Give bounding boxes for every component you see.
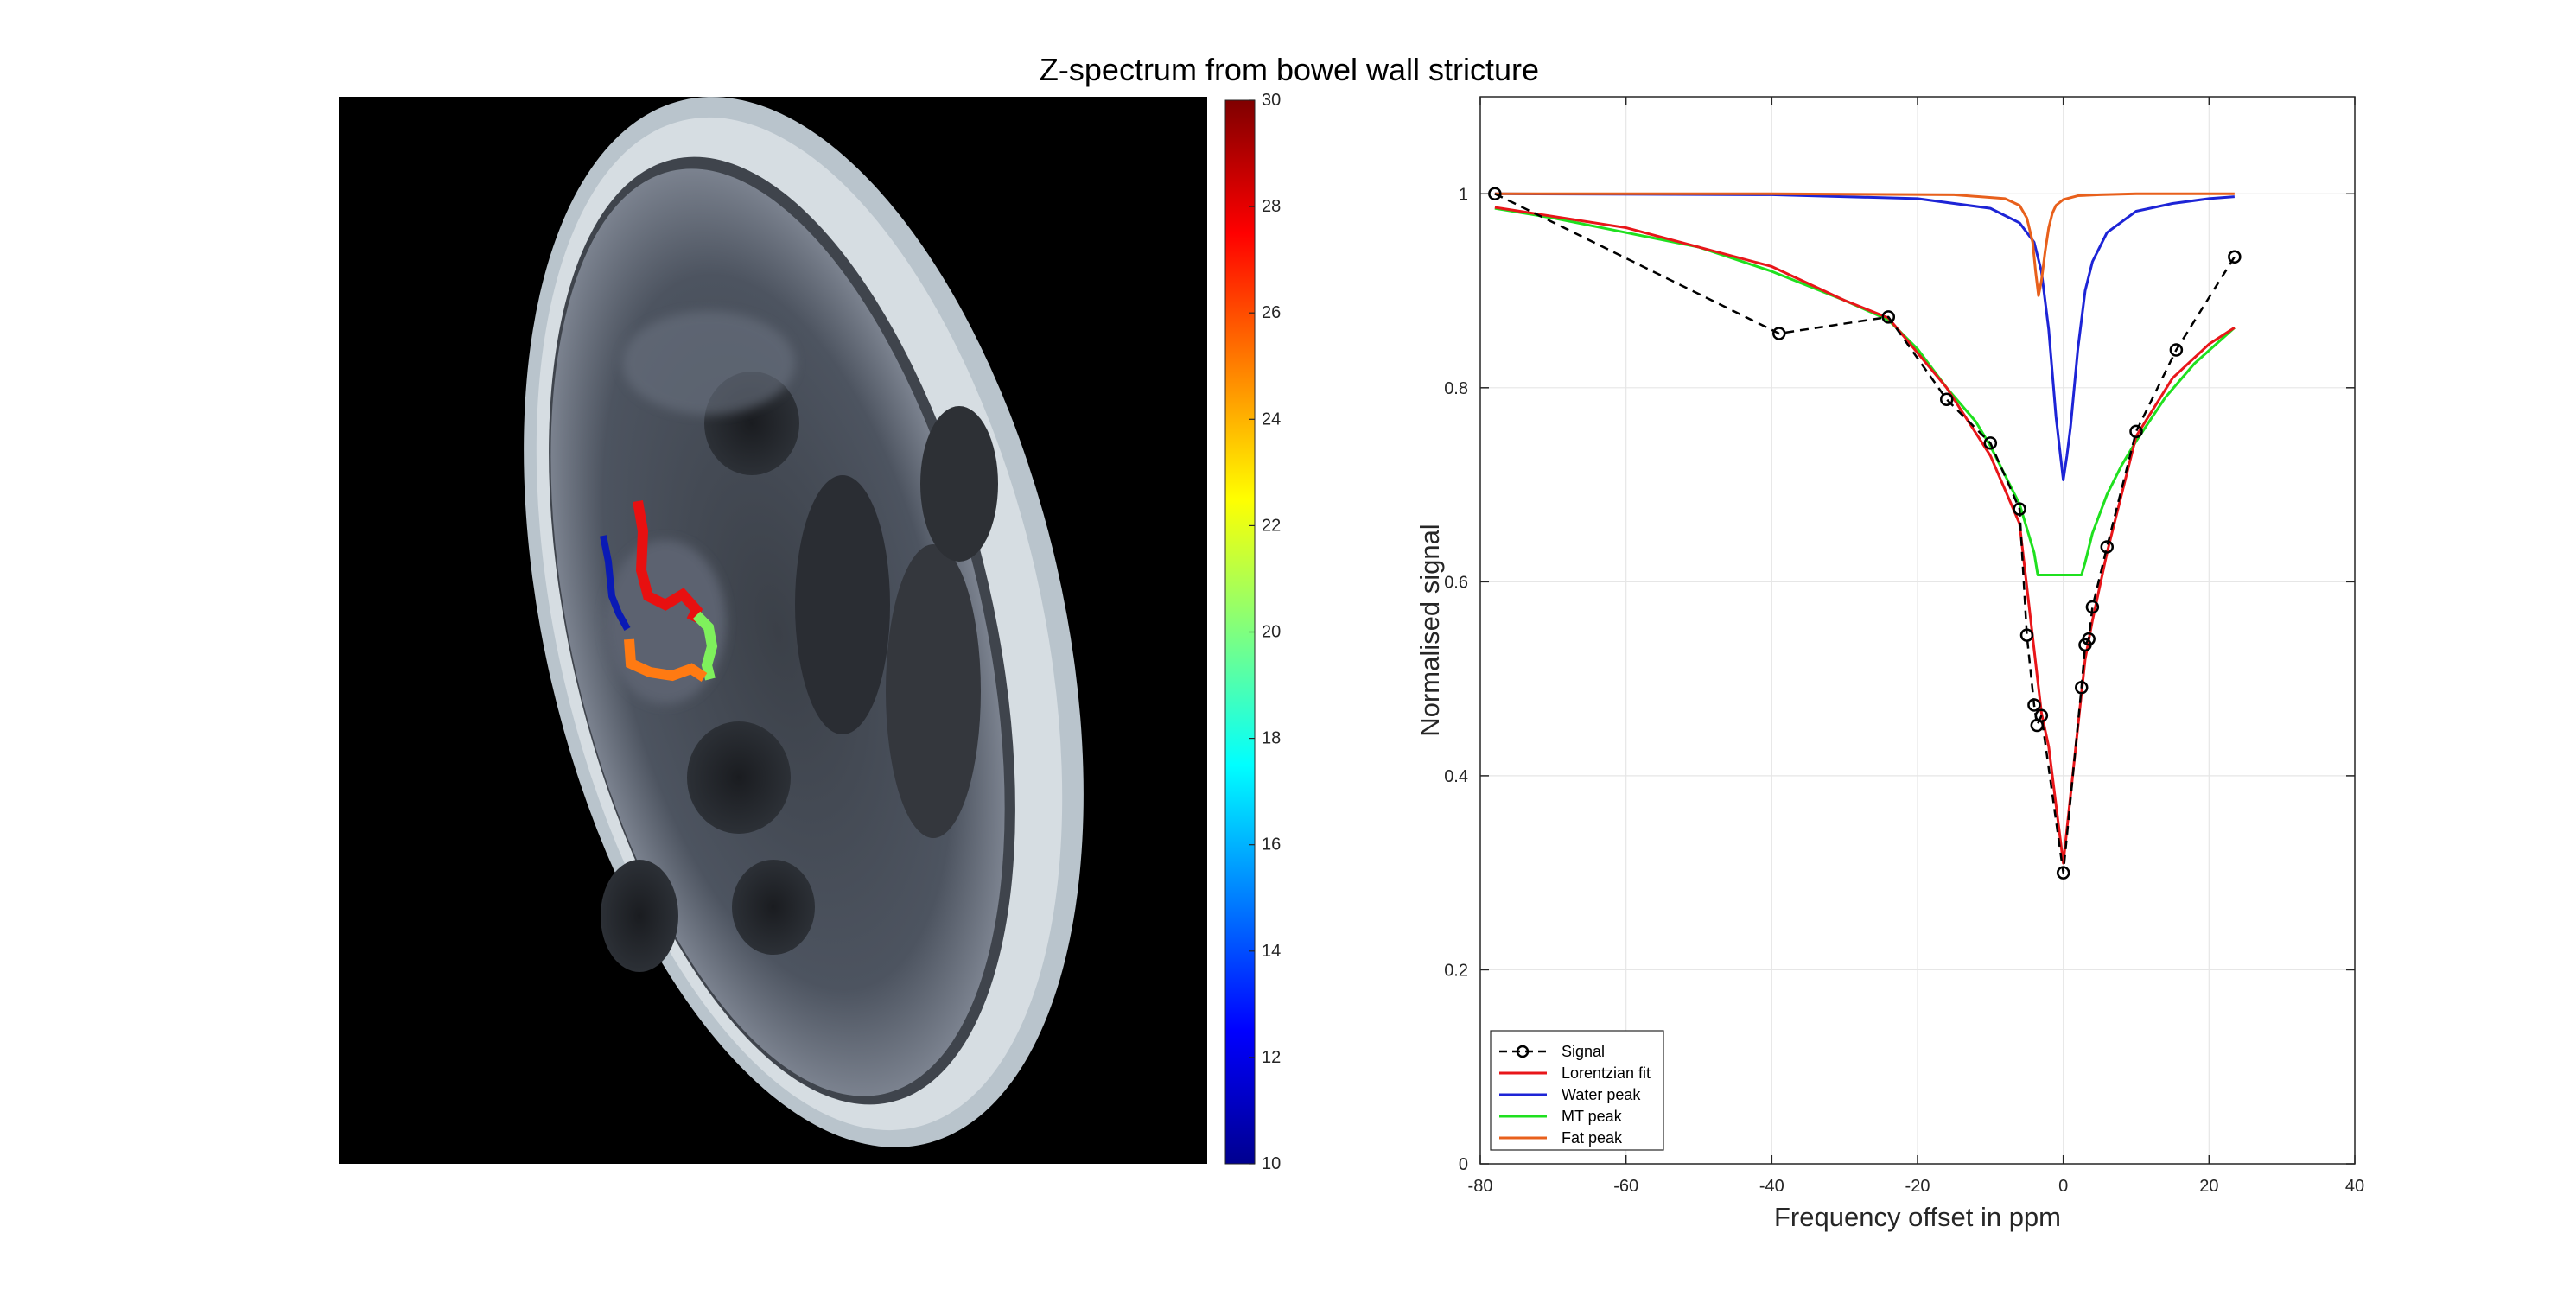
colorbar-tick-label: 26 bbox=[1262, 303, 1281, 322]
colorbar-tick-label: 28 bbox=[1262, 197, 1281, 216]
signal-point bbox=[2027, 698, 2041, 712]
y-axis-label: Normalised signal bbox=[1415, 524, 1445, 736]
colorbar-tick-label: 30 bbox=[1262, 91, 1281, 110]
legend-entry-lorentzian-fit: Lorentzian fit bbox=[1499, 1064, 1651, 1082]
legend-label-mt-peak: MT peak bbox=[1562, 1108, 1623, 1125]
legend-entry-water-peak: Water peak bbox=[1499, 1086, 1641, 1103]
x-axis-label: Frequency offset in ppm bbox=[1774, 1202, 2061, 1232]
legend: Signal Lorentzian fit Water peak MT peak… bbox=[1490, 1030, 1664, 1151]
colorbar-tick-label: 22 bbox=[1262, 516, 1281, 535]
colorbar-tick-label: 16 bbox=[1262, 835, 1281, 854]
legend-label-water-peak: Water peak bbox=[1562, 1086, 1641, 1103]
x-tick-label: -20 bbox=[1905, 1177, 1930, 1196]
signal-point bbox=[2228, 250, 2242, 264]
signal-point bbox=[2082, 632, 2096, 646]
legend-label-signal: Signal bbox=[1562, 1043, 1605, 1060]
figure-title: Z-spectrum from bowel wall stricture bbox=[1040, 52, 1539, 87]
roi-orange-segment bbox=[624, 638, 708, 682]
roi-blue-segment bbox=[600, 535, 631, 631]
colorbar-tick-label: 12 bbox=[1262, 1048, 1281, 1067]
signal-point bbox=[2129, 424, 2143, 439]
x-tick-label: -60 bbox=[1613, 1177, 1638, 1196]
x-tick-label: 40 bbox=[2345, 1177, 2364, 1196]
legend-label-fat-peak: Fat peak bbox=[1562, 1129, 1623, 1147]
y-tick-label: 0.6 bbox=[1444, 573, 1468, 592]
colorbar-tick-label: 10 bbox=[1262, 1154, 1281, 1173]
y-axis-ticks: 0 0.2 0.4 0.6 0.8 1 bbox=[1444, 185, 2355, 1174]
signal-point bbox=[2056, 866, 2070, 880]
colorbar-tick-label: 18 bbox=[1262, 729, 1281, 748]
signal-point bbox=[1881, 310, 1896, 324]
y-tick-label: 0.4 bbox=[1444, 767, 1468, 786]
x-tick-label: -40 bbox=[1759, 1177, 1784, 1196]
signal-point bbox=[1772, 327, 1786, 340]
mri-axial-slice-icon bbox=[524, 97, 1084, 1147]
series-lorentzian-fit-line bbox=[1494, 206, 2236, 865]
signal-point bbox=[2085, 600, 2100, 614]
colorbar-ticks: 10 12 14 16 18 20 22 24 26 28 30 bbox=[1249, 91, 1281, 1173]
legend-entry-signal: Signal bbox=[1499, 1043, 1605, 1060]
roi-red-segment bbox=[633, 499, 703, 623]
y-tick-label: 0.8 bbox=[1444, 379, 1468, 398]
signal-point bbox=[2169, 343, 2184, 357]
colorbar-tick-label: 20 bbox=[1262, 623, 1281, 642]
colorbar-tick-label: 14 bbox=[1262, 942, 1281, 961]
legend-label-lorentzian-fit: Lorentzian fit bbox=[1562, 1064, 1651, 1082]
signal-point bbox=[1983, 436, 1998, 450]
y-tick-label: 1 bbox=[1459, 185, 1468, 204]
signal-point bbox=[2013, 502, 2026, 516]
legend-entry-mt-peak: MT peak bbox=[1499, 1108, 1623, 1125]
signal-point bbox=[2019, 628, 2034, 642]
legend-marker-signal bbox=[1516, 1045, 1530, 1058]
x-tick-label: 20 bbox=[2199, 1177, 2218, 1196]
series-layer bbox=[1488, 187, 2242, 880]
colorbar: 10 12 14 16 18 20 22 24 26 28 30 bbox=[1224, 91, 1281, 1173]
signal-point bbox=[2034, 708, 2049, 723]
colorbar-tick-label: 24 bbox=[1262, 410, 1281, 429]
signal-point bbox=[2100, 540, 2115, 554]
series-water-peak-line bbox=[1494, 192, 2235, 481]
mri-image-panel bbox=[339, 97, 1207, 1164]
y-tick-label: 0 bbox=[1459, 1155, 1468, 1174]
signal-point bbox=[2075, 680, 2089, 695]
x-tick-label: -80 bbox=[1468, 1177, 1493, 1196]
x-tick-label: 0 bbox=[2058, 1177, 2068, 1196]
x-axis-ticks: -80 -60 -40 -20 0 20 40 bbox=[1468, 97, 2364, 1196]
signal-point bbox=[1488, 187, 1502, 201]
zspectrum-plot: -80 -60 -40 -20 0 20 40 0 0.2 0.4 0.6 0.8 1 Frequen… bbox=[1415, 96, 2364, 1232]
series-signal-line bbox=[1494, 193, 2236, 874]
signal-point bbox=[1939, 392, 1954, 407]
roi-green-segment bbox=[692, 611, 718, 681]
legend-entry-fat-peak: Fat peak bbox=[1499, 1129, 1623, 1147]
y-tick-label: 0.2 bbox=[1444, 961, 1468, 980]
series-fat-peak-line bbox=[1494, 192, 2235, 297]
roi-overlay bbox=[600, 499, 718, 682]
